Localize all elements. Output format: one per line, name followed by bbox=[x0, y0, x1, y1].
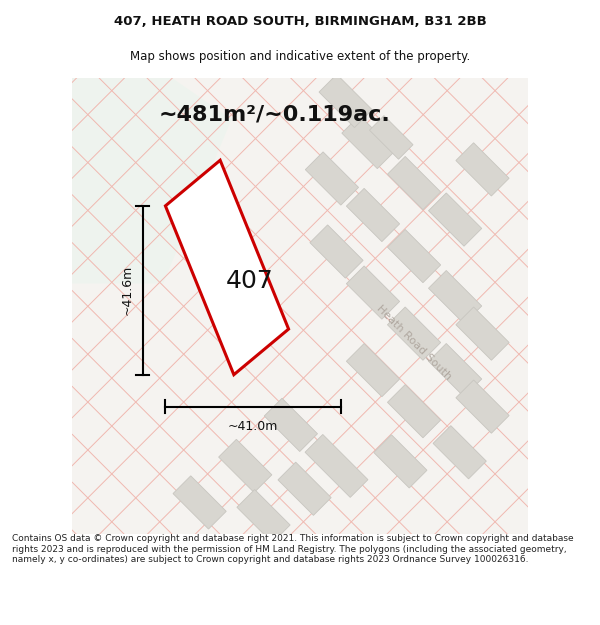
Text: ~481m²/~0.119ac.: ~481m²/~0.119ac. bbox=[158, 104, 391, 124]
Polygon shape bbox=[319, 74, 372, 128]
Text: Map shows position and indicative extent of the property.: Map shows position and indicative extent… bbox=[130, 50, 470, 62]
Polygon shape bbox=[278, 462, 331, 516]
Text: 407: 407 bbox=[226, 269, 274, 293]
Text: ~41.0m: ~41.0m bbox=[228, 420, 278, 433]
Polygon shape bbox=[428, 193, 482, 246]
Polygon shape bbox=[72, 78, 232, 284]
Text: ~41.6m: ~41.6m bbox=[121, 265, 133, 316]
Polygon shape bbox=[264, 398, 317, 451]
Polygon shape bbox=[346, 344, 400, 397]
Polygon shape bbox=[428, 344, 482, 397]
Polygon shape bbox=[346, 266, 400, 319]
Polygon shape bbox=[305, 152, 359, 205]
Polygon shape bbox=[433, 426, 487, 479]
Polygon shape bbox=[374, 435, 427, 488]
Polygon shape bbox=[428, 271, 482, 324]
Polygon shape bbox=[456, 307, 509, 360]
Text: Heath Road South: Heath Road South bbox=[375, 304, 454, 382]
Polygon shape bbox=[310, 225, 363, 278]
Polygon shape bbox=[218, 439, 272, 493]
Text: Contains OS data © Crown copyright and database right 2021. This information is : Contains OS data © Crown copyright and d… bbox=[12, 534, 574, 564]
Polygon shape bbox=[388, 156, 440, 209]
Polygon shape bbox=[388, 307, 440, 360]
Polygon shape bbox=[342, 116, 395, 169]
Polygon shape bbox=[388, 384, 440, 438]
Text: 407, HEATH ROAD SOUTH, BIRMINGHAM, B31 2BB: 407, HEATH ROAD SOUTH, BIRMINGHAM, B31 2… bbox=[113, 16, 487, 28]
Polygon shape bbox=[237, 489, 290, 542]
Polygon shape bbox=[370, 116, 413, 159]
Polygon shape bbox=[346, 188, 400, 242]
Polygon shape bbox=[166, 160, 289, 374]
Polygon shape bbox=[456, 142, 509, 196]
Polygon shape bbox=[173, 476, 226, 529]
Polygon shape bbox=[305, 434, 368, 498]
Polygon shape bbox=[388, 229, 440, 282]
Polygon shape bbox=[456, 380, 509, 433]
